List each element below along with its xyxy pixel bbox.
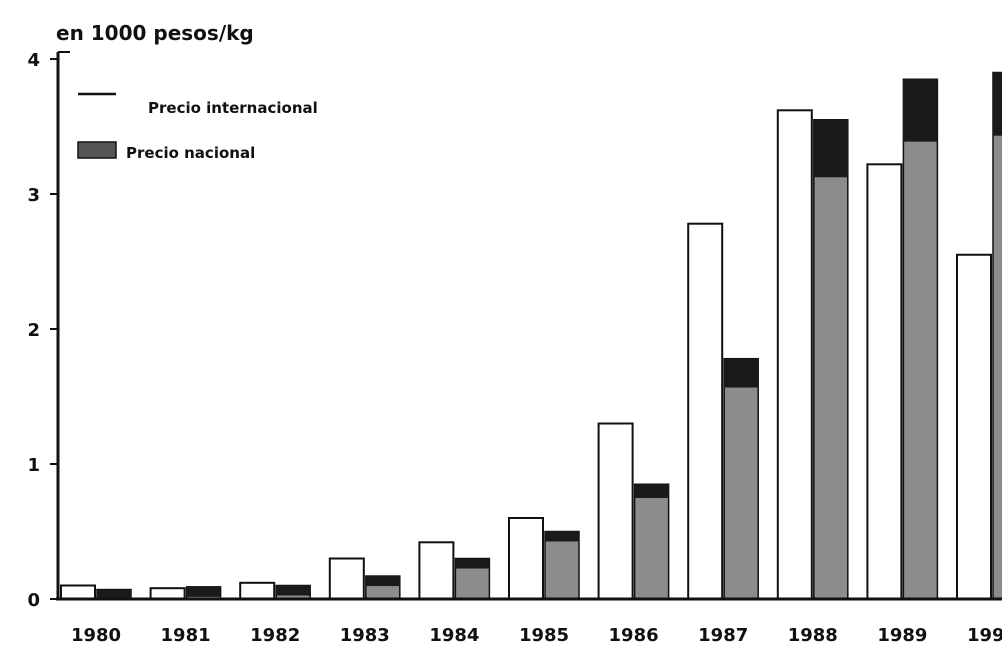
bar-internacional	[418, 541, 455, 600]
bar-internacional	[776, 109, 813, 601]
y-axis-title: en 1000 pesos/kg	[56, 21, 254, 45]
bar-nacional-top	[455, 558, 490, 569]
bar-internacional	[956, 253, 992, 600]
bar-internacional	[597, 422, 634, 600]
bar-internacional	[60, 584, 96, 600]
bar-internacional	[149, 587, 186, 601]
x-tick-label: 1989	[877, 625, 927, 646]
bar-internacional	[328, 557, 365, 600]
y-tick-label: 3	[27, 185, 40, 206]
bar-nacional-top	[903, 79, 938, 142]
x-tick-label: 1982	[250, 625, 300, 646]
bar-internacional	[508, 517, 544, 600]
y-tick-label: 0	[27, 590, 40, 611]
x-tick-label: 1987	[698, 625, 748, 646]
bar-nacional	[633, 483, 670, 600]
x-tick-label: 1981	[161, 625, 211, 646]
y-tick-label: 1	[27, 455, 40, 476]
bar-nacional-top	[97, 589, 131, 599]
y-axis-ticks: 0 1 2 3 4	[27, 50, 58, 611]
bar-nacional-top	[993, 72, 1002, 136]
x-tick-label: 1983	[340, 625, 390, 646]
bar-nacional-top	[813, 119, 848, 178]
legend-label-internacional: Precio internacional	[148, 99, 318, 117]
y-tick-label: 4	[27, 50, 40, 71]
bars-group	[60, 71, 1002, 601]
legend: Precio internacional Precio nacional	[77, 92, 318, 162]
legend-label-nacional: Precio nacional	[126, 144, 255, 162]
bar-nacional	[723, 357, 759, 600]
bar-nacional	[902, 78, 939, 600]
x-tick-label: 1988	[788, 625, 838, 646]
bar-nacional-top	[545, 531, 579, 542]
bar-nacional-top	[365, 576, 400, 587]
x-tick-label: 1984	[429, 625, 479, 646]
x-tick-label: 1985	[519, 625, 569, 646]
y-tick-label: 2	[27, 320, 40, 341]
x-axis-ticks: 1980 1981 1982 1983 1984 1985 1986 1987 1988 1989…	[71, 625, 1002, 646]
legend-swatch-nacional	[77, 141, 117, 159]
bar-nacional-top	[186, 586, 221, 597]
bar-nacional-top	[276, 585, 311, 596]
bar-nacional	[544, 530, 580, 600]
x-tick-label: 1980	[71, 625, 121, 646]
bar-internacional	[866, 163, 903, 601]
bar-nacional	[813, 119, 849, 600]
bar-internacional	[687, 222, 724, 600]
bar-internacional	[239, 581, 276, 600]
x-tick-label: 1990	[967, 625, 1002, 646]
x-tick-label: 1986	[609, 625, 659, 646]
bar-nacional	[992, 71, 1002, 600]
bar-nacional-top	[634, 484, 669, 499]
bar-nacional-top	[724, 358, 759, 388]
